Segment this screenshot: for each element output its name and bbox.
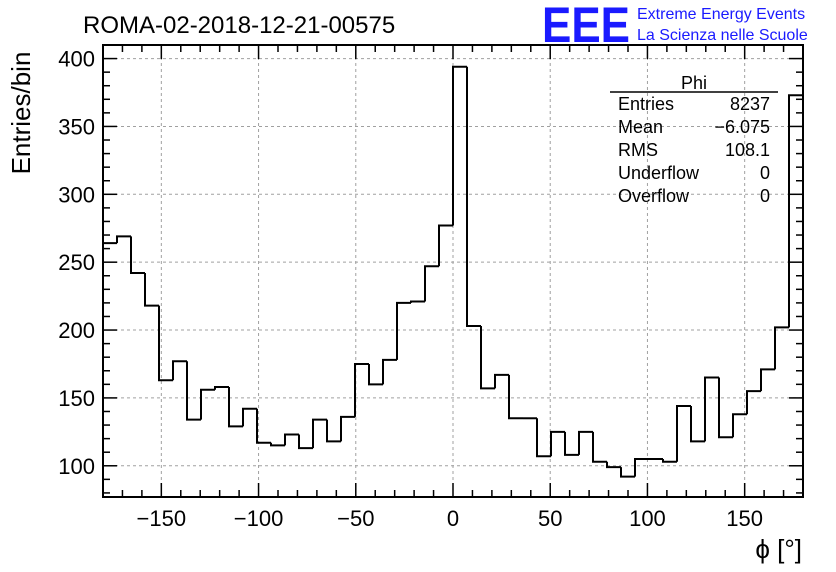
y-tick-label-0: 100 (58, 454, 95, 479)
eee-logo: EEE Extreme Energy Events La Scienza nel… (542, 0, 808, 53)
histogram-bin-3 (144, 273, 159, 307)
histogram-bin-41 (676, 405, 691, 462)
histogram-bin-48 (774, 326, 789, 370)
histogram-bin-35 (592, 431, 607, 463)
histogram-bin-9 (228, 387, 243, 428)
histogram-bin-27 (480, 325, 495, 390)
y-tick-label-3: 250 (58, 250, 95, 275)
x-tick-label-4: 50 (538, 506, 562, 531)
axis-ticks (103, 44, 803, 497)
histogram-bin-21 (396, 301, 411, 360)
histogram-bin-43 (704, 376, 719, 442)
stats-title: Phi (681, 73, 707, 93)
histogram-bin-22 (410, 300, 425, 303)
histogram-bin-7 (200, 388, 215, 420)
x-tick-label-5: 100 (629, 506, 666, 531)
histogram-bin-16 (326, 419, 341, 443)
x-axis-title: ϕ [°] (755, 534, 802, 564)
histogram-bin-14 (298, 434, 313, 450)
y-tick-label-2: 200 (58, 318, 95, 343)
logo-line-2: La Scienza nelle Scuole (637, 27, 808, 44)
histogram-bin-38 (634, 457, 649, 477)
histogram-bin-32 (550, 430, 565, 457)
x-tick-label-6: 150 (726, 506, 763, 531)
y-tick-label-5: 350 (58, 114, 95, 139)
histogram-bin-47 (760, 368, 775, 392)
histogram-bin-36 (606, 461, 621, 469)
histogram-bin-5 (172, 360, 187, 381)
x-tick-label-1: −100 (234, 506, 284, 531)
histogram-bin-8 (214, 386, 229, 390)
histogram-bin-37 (620, 467, 635, 478)
chart-title: ROMA-02-2018-12-21-00575 (83, 12, 395, 39)
histogram-bin-34 (578, 430, 593, 455)
histogram-bin-11 (256, 408, 271, 444)
stats-value-overflow: 0 (760, 186, 770, 206)
stats-value-rms: 108.1 (725, 140, 770, 160)
stats-box: Phi Entries 8237 Mean −6.075 RMS 108.1 Underfl… (610, 73, 778, 206)
stats-label-mean: Mean (618, 117, 663, 137)
histogram-bin-19 (368, 363, 383, 386)
stats-label-underflow: Underflow (618, 163, 700, 183)
histogram-bin-13 (284, 433, 299, 446)
histogram-bin-6 (186, 361, 201, 421)
histogram-bin-31 (536, 418, 551, 458)
histogram-bin-49 (788, 94, 804, 497)
tick-labels: −150 −100 −50 0 50 100 150 100 150 200 250 300 350 40… (58, 47, 763, 531)
x-tick-label-3: 0 (447, 506, 459, 531)
histogram-bin-45 (732, 413, 747, 438)
y-tick-label-6: 400 (58, 47, 95, 72)
histogram-bin-44 (718, 377, 733, 439)
x-tick-label-2: −50 (337, 506, 374, 531)
histogram-bin-4 (158, 305, 173, 382)
histogram-bin-12 (270, 442, 285, 447)
stats-label-overflow: Overflow (618, 186, 690, 206)
histogram-bin-33 (564, 431, 579, 456)
x-tick-label-0: −150 (137, 506, 187, 531)
histogram-bars (102, 65, 804, 497)
histogram-bin-46 (746, 390, 761, 415)
histogram-bin-15 (312, 418, 327, 449)
stats-label-entries: Entries (618, 94, 674, 114)
histogram-bin-17 (340, 415, 355, 442)
histogram-bin-20 (382, 358, 397, 385)
histogram-bin-24 (438, 224, 453, 267)
y-tick-label-4: 300 (58, 182, 95, 207)
histogram-bin-25 (452, 65, 467, 226)
histogram-bin-40 (662, 458, 677, 463)
histogram-bin-42 (690, 406, 705, 443)
stats-value-mean: −6.075 (714, 117, 770, 137)
histogram-bin-28 (494, 373, 509, 389)
histogram-bin-1 (116, 235, 131, 244)
y-axis-title: Entries/bin (6, 52, 36, 175)
stats-rows: Entries 8237 Mean −6.075 RMS 108.1 Underflow 0 O… (618, 94, 770, 206)
stats-label-rms: RMS (618, 140, 658, 160)
histogram-bin-2 (130, 236, 145, 275)
histogram-bin-26 (466, 66, 481, 327)
y-tick-label-1: 150 (58, 386, 95, 411)
histogram-bin-23 (424, 265, 439, 302)
histogram-bin-10 (242, 407, 257, 427)
logo-mark: EEE (542, 0, 630, 53)
histogram-bin-29 (508, 374, 523, 420)
stats-value-underflow: 0 (760, 163, 770, 183)
histogram-bin-18 (354, 362, 369, 417)
stats-value-entries: 8237 (730, 94, 770, 114)
logo-line-1: Extreme Energy Events (637, 6, 805, 23)
